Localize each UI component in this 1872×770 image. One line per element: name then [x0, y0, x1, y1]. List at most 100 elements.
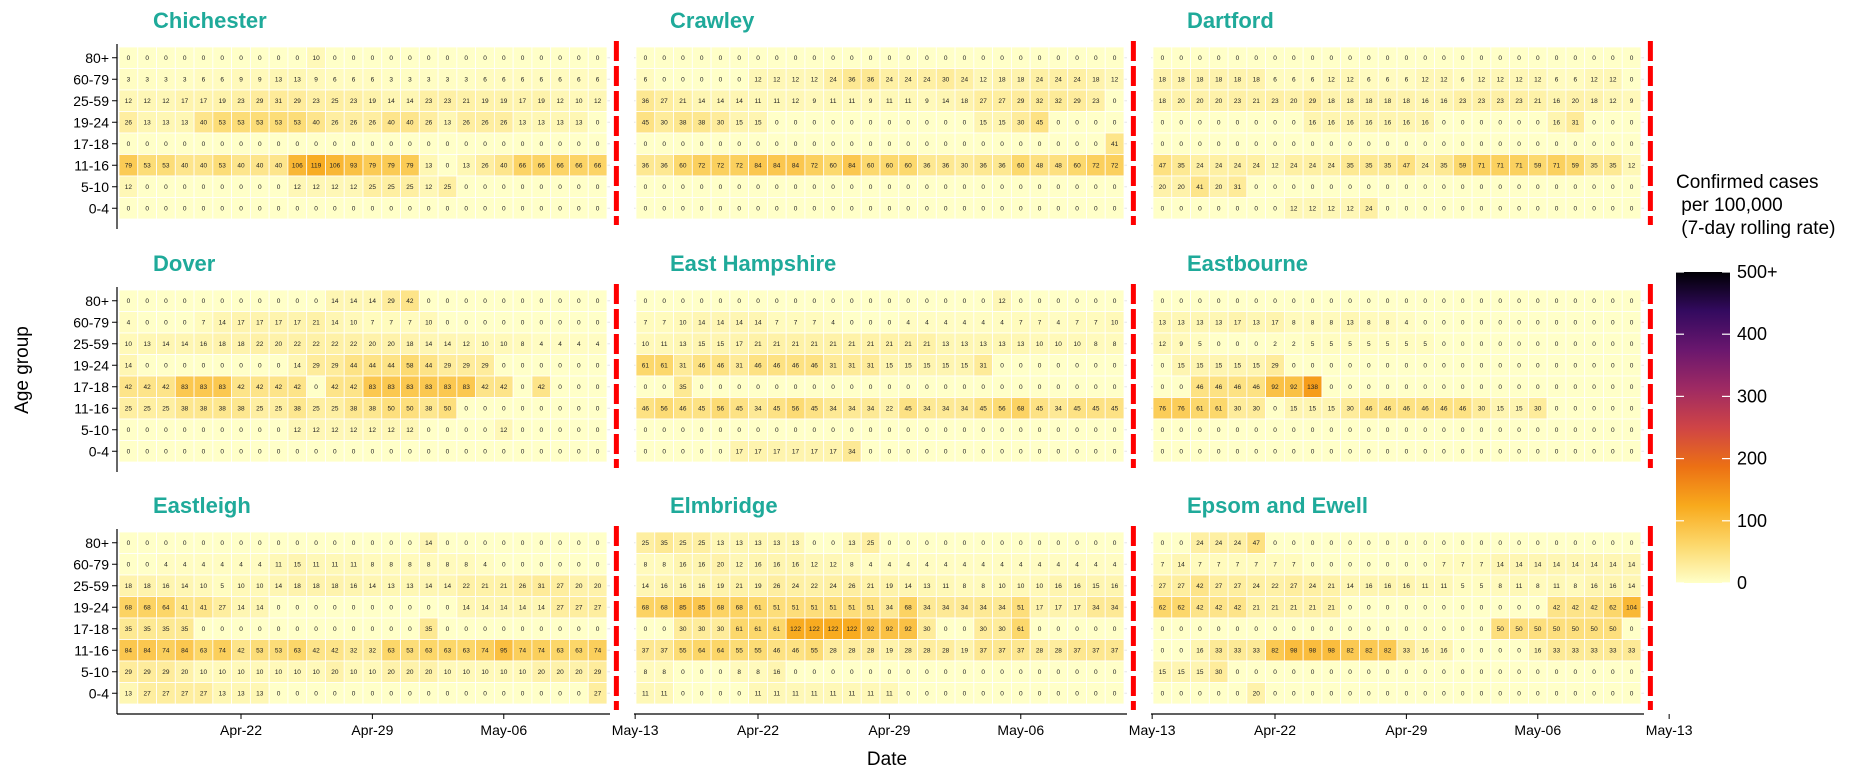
cell-value-label: 0	[1517, 184, 1521, 191]
cell-value-label: 0	[1075, 184, 1079, 191]
cell-value-label: 0	[333, 540, 337, 547]
cell-value-label: 0	[944, 449, 948, 456]
cell-value-label: 0	[662, 427, 666, 434]
cell-value-label: 0	[662, 384, 666, 391]
cell-value-label: 0	[1292, 691, 1296, 698]
cell-value-label: 12	[811, 77, 819, 84]
cell-value-label: 16	[1534, 648, 1542, 655]
cell-value-label: 0	[1405, 184, 1409, 191]
cell-value-label: 0	[1517, 141, 1521, 148]
cell-value-label: 0	[888, 669, 892, 676]
cell-value-label: 0	[1000, 141, 1004, 148]
cell-value-label: 0	[521, 320, 525, 327]
cell-value-label: 14	[181, 583, 189, 590]
cell-value-label: 0	[408, 206, 412, 213]
cell-value-label: 12	[980, 77, 988, 84]
cell-value-label: 8	[446, 562, 450, 569]
cell-value-label: 0	[183, 206, 187, 213]
cell-value-label: 0	[202, 141, 206, 148]
cell-value-label: 0	[333, 626, 337, 633]
cell-value-label: 0	[183, 298, 187, 305]
cell-value-label: 15	[905, 363, 913, 370]
cell-value-label: 20	[181, 669, 189, 676]
cell-value-label: 0	[1038, 141, 1042, 148]
cell-value-label: 0	[1329, 298, 1333, 305]
cell-value-label: 14	[1590, 562, 1598, 569]
cell-value-label: 0	[577, 363, 581, 370]
cell-value-label: 5	[1311, 341, 1315, 348]
cell-value-label: 0	[164, 427, 168, 434]
cell-value-label: 9	[925, 98, 929, 105]
cell-value-label: 5	[1348, 341, 1352, 348]
cell-value-label: 0	[1113, 449, 1117, 456]
cell-value-label: 21	[848, 341, 856, 348]
cell-value-label: 55	[679, 648, 687, 655]
cell-value-label: 28	[1036, 648, 1044, 655]
cell-value-label: 14	[1346, 583, 1354, 590]
cell-value-label: 0	[1536, 605, 1540, 612]
cell-value-label: 21	[867, 583, 875, 590]
cell-value-label: 23	[1515, 98, 1523, 105]
cell-value-label: 20	[1572, 98, 1580, 105]
cell-value-label: 24	[1196, 163, 1204, 170]
cell-value-label: 16	[1384, 583, 1392, 590]
cell-value-label: 0	[164, 449, 168, 456]
cell-value-label: 3	[127, 77, 131, 84]
cell-value-label: 18	[1328, 98, 1336, 105]
cell-value-label: 74	[594, 648, 602, 655]
cell-value-label: 0	[1198, 298, 1202, 305]
cell-value-label: 0	[1611, 363, 1615, 370]
cell-value-label: 44	[388, 363, 396, 370]
cell-value-label: 23	[1497, 98, 1505, 105]
cell-value-label: 8	[1094, 341, 1098, 348]
cell-value-label: 0	[1348, 298, 1352, 305]
cell-value-label: 0	[1254, 427, 1258, 434]
cell-value-label: 0	[389, 206, 393, 213]
cell-value-label: 34	[961, 406, 969, 413]
cell-value-label: 34	[886, 605, 894, 612]
cell-value-label: 72	[717, 163, 725, 170]
cell-value-label: 30	[698, 626, 706, 633]
cell-value-label: 13	[679, 341, 687, 348]
cell-value-label: 8	[1113, 341, 1117, 348]
cell-value-label: 0	[1236, 626, 1240, 633]
cell-value-label: 16	[1553, 98, 1561, 105]
cell-value-label: 0	[1405, 55, 1409, 62]
cell-value-label: 0	[258, 449, 262, 456]
cell-value-label: 12	[1271, 163, 1279, 170]
cell-value-label: 0	[719, 206, 723, 213]
cell-value-label: 45	[773, 406, 781, 413]
cell-value-label: 83	[406, 384, 414, 391]
cell-value-label: 0	[1000, 363, 1004, 370]
cell-value-label: 12	[1440, 77, 1448, 84]
cell-value-label: 33	[1253, 648, 1261, 655]
cell-value-label: 33	[1215, 648, 1223, 655]
cell-value-label: 16	[792, 562, 800, 569]
cell-value-label: 0	[389, 55, 393, 62]
cell-value-label: 0	[502, 406, 506, 413]
cell-value-label: 30	[1234, 406, 1242, 413]
cell-value-label: 38	[294, 406, 302, 413]
cell-value-label: 18	[961, 98, 969, 105]
cell-value-label: 0	[1536, 669, 1540, 676]
cell-value-label: 79	[388, 163, 396, 170]
cell-value-label: 35	[181, 626, 189, 633]
cell-value-label: 37	[1092, 648, 1100, 655]
cell-value-label: 3	[145, 77, 149, 84]
cell-value-label: 24	[1215, 540, 1223, 547]
cell-value-label: 0	[295, 298, 299, 305]
cell-value-label: 13	[1178, 320, 1186, 327]
cell-value-label: 0	[1367, 562, 1371, 569]
cell-value-label: 0	[1555, 540, 1559, 547]
cell-value-label: 0	[1498, 206, 1502, 213]
cell-value-label: 0	[812, 206, 816, 213]
cell-value-label: 0	[258, 427, 262, 434]
cell-value-label: 7	[1480, 562, 1484, 569]
cell-value-label: 18	[1253, 77, 1261, 84]
cell-value-label: 0	[1094, 363, 1098, 370]
cell-value-label: 0	[1405, 691, 1409, 698]
cell-value-label: 17	[1234, 320, 1242, 327]
cell-value-label: 42	[237, 648, 245, 655]
cell-value-label: 13	[961, 341, 969, 348]
cell-value-label: 0	[925, 669, 929, 676]
